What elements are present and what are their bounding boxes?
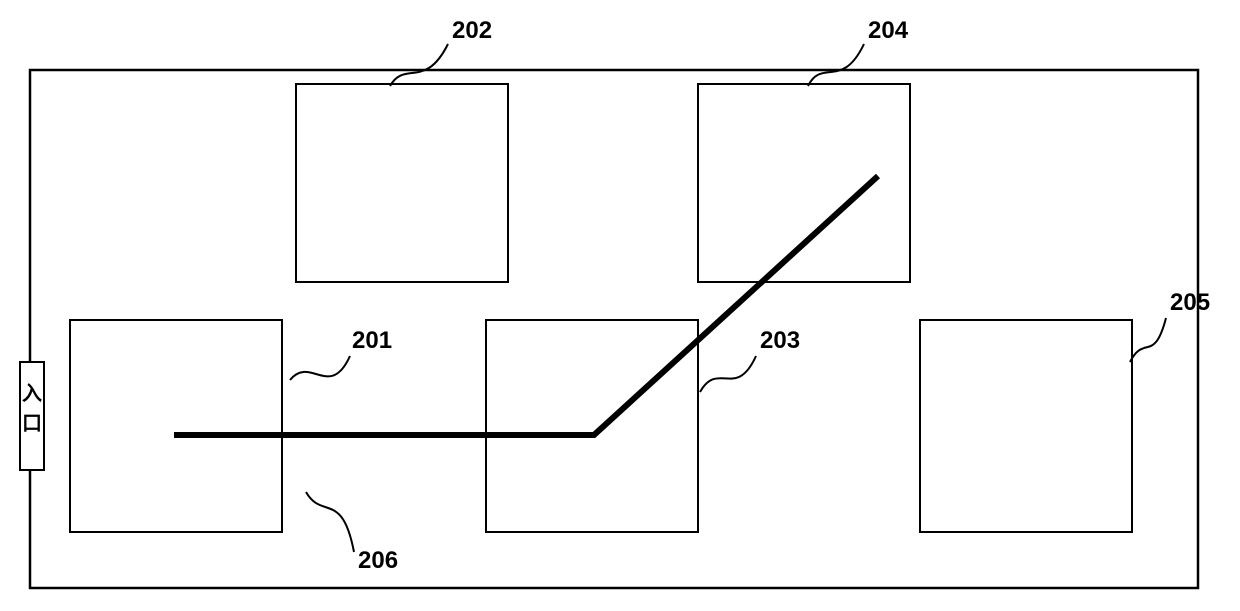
route-line-206 (174, 176, 878, 435)
callout-line-206 (306, 492, 354, 552)
entrance-label-line2: 口 (22, 413, 42, 435)
callout-line-203 (700, 356, 756, 392)
callout-line-202 (390, 44, 448, 86)
callout-line-201 (290, 356, 350, 380)
callout-label-202: 202 (452, 17, 492, 44)
callout-label-201: 201 (352, 327, 392, 354)
callout-label-203: 203 (760, 327, 800, 354)
callout-line-205 (1130, 318, 1166, 362)
diagram-svg: 入 口 202 204 201 203 205 206 (0, 0, 1240, 611)
box-201 (70, 320, 282, 532)
entrance-label-line1: 入 (22, 382, 42, 405)
outer-frame (30, 70, 1198, 588)
callout-label-206: 206 (358, 547, 398, 574)
box-202 (296, 84, 508, 282)
box-204 (698, 84, 910, 282)
box-205 (920, 320, 1132, 532)
callout-line-204 (808, 44, 864, 86)
box-203 (486, 320, 698, 532)
callout-label-204: 204 (868, 17, 909, 44)
callout-label-205: 205 (1170, 289, 1210, 316)
